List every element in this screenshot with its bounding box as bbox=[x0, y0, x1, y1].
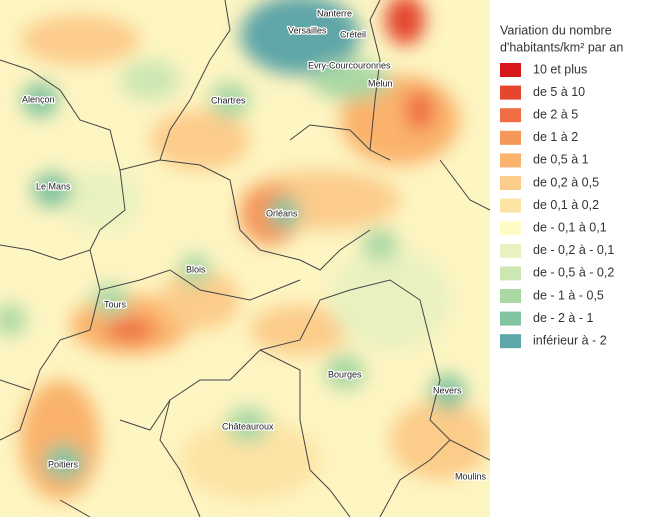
city-label: Melun bbox=[368, 78, 393, 88]
legend-swatch bbox=[500, 108, 521, 123]
legend-label: de 0,2 à 0,5 bbox=[533, 175, 599, 189]
city-label: Nevers bbox=[433, 385, 462, 395]
city-label: Chartres bbox=[211, 95, 246, 105]
city-label: Moulins bbox=[455, 471, 487, 481]
city-label: Nanterre bbox=[317, 8, 352, 18]
legend: Variation du nombre d'habitants/km² par a… bbox=[500, 23, 623, 349]
legend-label: de - 0,2 à - 0,1 bbox=[533, 243, 614, 257]
legend-swatch bbox=[500, 266, 521, 281]
legend-swatch bbox=[500, 63, 521, 77]
city-label: Blois bbox=[186, 264, 206, 274]
legend-label: de - 0,5 à - 0,2 bbox=[533, 266, 614, 280]
legend-label: de - 0,1 à 0,1 bbox=[533, 220, 607, 234]
city-label: Le Mans bbox=[36, 181, 71, 191]
legend-label: de 5 à 10 bbox=[533, 85, 585, 99]
legend-label: de 0,5 à 1 bbox=[533, 153, 589, 167]
city-label: Alençon bbox=[22, 94, 55, 104]
legend-title: Variation du nombre bbox=[500, 23, 612, 37]
city-label: Versailles bbox=[288, 25, 327, 35]
legend-swatch bbox=[500, 153, 521, 168]
legend-swatch bbox=[500, 176, 521, 190]
legend-swatch bbox=[500, 243, 521, 258]
city-label: Orléans bbox=[266, 208, 298, 218]
legend-swatch bbox=[500, 85, 521, 100]
map: Nanterre Versailles Créteil Evry-Courcou… bbox=[0, 0, 490, 517]
city-label: Créteil bbox=[340, 29, 366, 39]
legend-swatch bbox=[500, 289, 521, 303]
city-label: Tours bbox=[104, 299, 127, 309]
legend-label: inférieur à - 2 bbox=[533, 333, 607, 347]
legend-label: de 1 à 2 bbox=[533, 130, 578, 144]
city-label: Evry-Courcouronnes bbox=[308, 60, 391, 70]
legend-label: de - 1 à - 0,5 bbox=[533, 288, 604, 302]
city-label: Poitiers bbox=[48, 459, 79, 469]
legend-title: d'habitants/km² par an bbox=[500, 40, 623, 54]
legend-label: de 0,1 à 0,2 bbox=[533, 198, 599, 212]
legend-swatch bbox=[500, 334, 521, 349]
city-label: Bourges bbox=[328, 369, 362, 379]
legend-swatch bbox=[500, 198, 521, 213]
legend-swatch bbox=[500, 221, 521, 236]
legend-label: de 2 à 5 bbox=[533, 107, 578, 121]
city-label: Châteauroux bbox=[222, 421, 274, 431]
legend-swatch bbox=[500, 311, 521, 326]
legend-swatch bbox=[500, 130, 521, 145]
legend-label: 10 et plus bbox=[533, 62, 587, 76]
legend-label: de - 2 à - 1 bbox=[533, 311, 593, 325]
